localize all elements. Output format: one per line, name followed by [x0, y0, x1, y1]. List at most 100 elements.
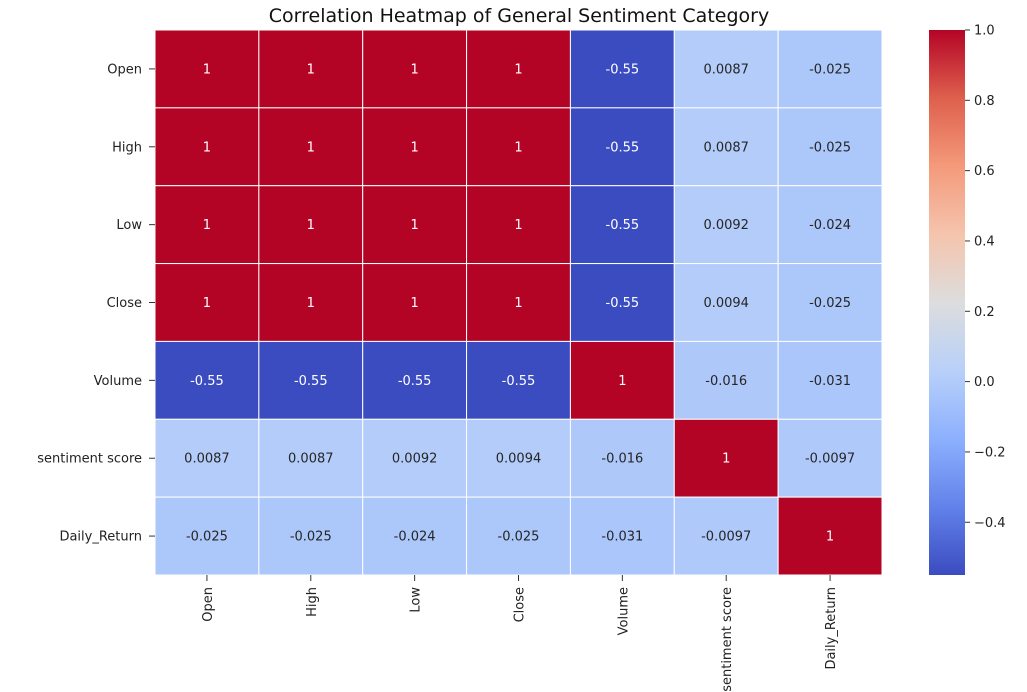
cell-value-label: 1 — [203, 296, 211, 311]
heatmap-cell — [777, 185, 883, 265]
cell-value-label: 1 — [411, 296, 419, 311]
cell-value-label: -0.55 — [606, 140, 640, 155]
heatmap-cell — [777, 496, 883, 576]
cell-value-label: 1 — [307, 140, 315, 155]
cell-value-label: 1 — [307, 296, 315, 311]
heatmap-cell — [258, 29, 364, 109]
heatmap-cell — [673, 496, 779, 576]
heatmap-cell — [258, 418, 364, 498]
colorbar-tick-label: 0.0 — [974, 375, 995, 390]
y-tick-label: Volume — [94, 374, 142, 389]
heatmap-cell — [258, 185, 364, 265]
cell-value-label: -0.024 — [394, 530, 436, 545]
heatmap-cell — [673, 107, 779, 187]
cell-value-label: -0.025 — [498, 530, 540, 545]
x-tick-label: Volume — [616, 587, 631, 635]
x-tick-label: Daily_Return — [824, 587, 839, 670]
colorbar-tick-label: −0.2 — [974, 445, 1006, 460]
heatmap-cell — [362, 418, 468, 498]
cell-value-label: -0.025 — [809, 296, 851, 311]
cell-value-label: 0.0094 — [496, 452, 542, 467]
heatmap-cell — [154, 418, 260, 498]
cell-value-label: -0.0097 — [805, 452, 855, 467]
heatmap-cell — [466, 185, 571, 265]
y-tick-label: Open — [107, 62, 142, 77]
cell-value-label: 1 — [411, 218, 419, 233]
cell-value-label: 1 — [203, 140, 211, 155]
cell-value-label: 1 — [203, 218, 211, 233]
cell-value-label: -0.55 — [398, 374, 432, 389]
cell-value-label: 1 — [307, 218, 315, 233]
cell-value-label: -0.031 — [809, 374, 851, 389]
cell-value-label: 1 — [514, 140, 522, 155]
heatmap-cell — [154, 496, 260, 576]
colorbar-gradient — [929, 30, 965, 575]
cell-value-label: 1 — [307, 62, 315, 77]
cell-value-label: -0.0097 — [701, 530, 751, 545]
cell-value-label: 0.0092 — [392, 452, 438, 467]
cell-value-label: 1 — [411, 140, 419, 155]
x-tick-label: Close — [513, 587, 528, 622]
heatmap-cells: 1 1 1 1 -0.55 0.0087 -0.025 1 1 1 1 -0.55 0.0087 -0.0… — [154, 29, 883, 576]
heatmap-cell — [258, 263, 364, 342]
heatmap-cell — [154, 263, 260, 342]
heatmap-cell — [154, 29, 260, 109]
colorbar-tick-label: −0.4 — [974, 516, 1006, 531]
heatmap-cell — [154, 185, 260, 265]
heatmap-cell — [673, 263, 779, 342]
heatmap-cell — [777, 263, 883, 342]
cell-value-label: -0.55 — [190, 374, 224, 389]
colorbar: 1.0 0.8 0.6 0.4 0.2 0.0 −0.2 −0.4 — [929, 24, 1006, 575]
heatmap-cell — [362, 107, 468, 187]
cell-value-label: 1 — [514, 296, 522, 311]
cell-value-label: 1 — [514, 62, 522, 77]
cell-value-label: 1 — [722, 452, 730, 467]
cell-value-label: 1 — [514, 218, 522, 233]
y-tick-label: sentiment score — [37, 452, 142, 467]
cell-value-label: 0.0087 — [703, 62, 749, 77]
cell-value-label: -0.55 — [294, 374, 328, 389]
x-tick-labels: Open High Low Close Volume sentiment score Dai… — [201, 575, 839, 692]
x-tick-label: High — [305, 587, 320, 617]
heatmap-cell — [362, 29, 468, 109]
cell-value-label: 0.0087 — [703, 140, 749, 155]
heatmap-cell — [777, 107, 883, 187]
colorbar-tick-label: 0.4 — [974, 234, 995, 249]
heatmap-cell — [466, 263, 571, 342]
heatmap-cell — [673, 29, 779, 109]
heatmap-cell — [569, 29, 675, 109]
heatmap-cell — [777, 340, 883, 420]
cell-value-label: 0.0087 — [184, 452, 230, 467]
heatmap-cell — [154, 340, 260, 420]
heatmap-cell — [569, 107, 675, 187]
cell-value-label: -0.016 — [705, 374, 747, 389]
y-tick-label: Daily_Return — [59, 530, 142, 545]
heatmap-cell — [569, 418, 675, 498]
cell-value-label: 1 — [826, 530, 834, 545]
heatmap-cell — [362, 340, 468, 420]
cell-value-label: -0.025 — [809, 140, 851, 155]
cell-value-label: 0.0092 — [703, 218, 749, 233]
heatmap-cell — [569, 496, 675, 576]
heatmap-cell — [777, 418, 883, 498]
cell-value-label: 1 — [203, 62, 211, 77]
heatmap-cell — [673, 185, 779, 265]
heatmap-cell — [466, 418, 571, 498]
y-tick-label: High — [112, 140, 142, 155]
colorbar-tick-label: 0.8 — [974, 94, 995, 109]
heatmap-cell — [466, 496, 571, 576]
heatmap-cell — [362, 185, 468, 265]
cell-value-label: 0.0087 — [288, 452, 334, 467]
cell-value-label: -0.55 — [606, 218, 640, 233]
y-tick-label: Close — [107, 296, 142, 311]
chart-title: Correlation Heatmap of General Sentiment… — [269, 5, 769, 27]
cell-value-label: -0.55 — [502, 374, 536, 389]
cell-value-label: -0.025 — [290, 530, 332, 545]
cell-value-label: 0.0094 — [703, 296, 749, 311]
cell-value-label: -0.024 — [809, 218, 851, 233]
heatmap-cell — [362, 496, 468, 576]
heatmap-cell — [466, 29, 571, 109]
colorbar-tick-label: 0.6 — [974, 164, 995, 179]
x-tick-label: Open — [201, 587, 216, 622]
